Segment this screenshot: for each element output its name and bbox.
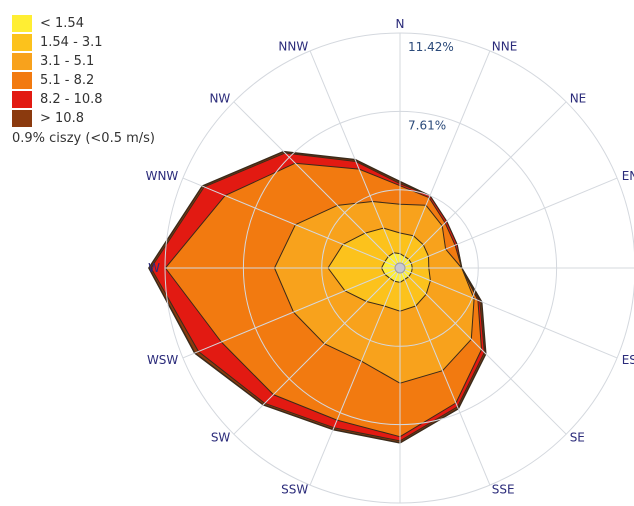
direction-label-ne: NE <box>570 91 587 105</box>
direction-label-w: W <box>148 261 160 275</box>
ring-labels: 7.61% 11.42% <box>408 40 454 132</box>
grid-spoke <box>399 177 618 269</box>
grid-spoke <box>182 177 401 269</box>
legend-swatch <box>12 34 32 51</box>
grid-spoke <box>233 101 401 269</box>
direction-label-ese: ESE <box>622 353 634 367</box>
direction-label-nne: NNE <box>492 39 518 53</box>
direction-label-ene: ENE <box>622 169 634 183</box>
legend-label: > 10.8 <box>40 111 84 126</box>
direction-label-nnw: NNW <box>278 39 308 53</box>
grid-spoke <box>399 101 567 269</box>
grid-spoke <box>309 267 401 486</box>
legend-swatch <box>12 72 32 89</box>
legend-swatch <box>12 15 32 32</box>
legend-swatch <box>12 91 32 108</box>
polar-grid <box>164 32 634 504</box>
grid-spoke <box>182 267 401 359</box>
direction-label-sw: SW <box>211 431 231 445</box>
calm-note: 0.9% ciszy (<0.5 m/s) <box>12 131 155 146</box>
direction-label-se: SE <box>570 431 585 445</box>
direction-label-wsw: WSW <box>147 353 178 367</box>
legend-item: 1.54 - 3.1 <box>12 33 155 52</box>
legend-label: 1.54 - 3.1 <box>40 35 103 50</box>
calm-circle <box>394 262 406 274</box>
wind-rose-petals <box>148 150 487 444</box>
direction-label-sse: SSE <box>492 483 515 497</box>
direction-label-ssw: SSW <box>281 483 308 497</box>
ring-label: 11.42% <box>408 40 454 54</box>
grid-spoke <box>233 267 401 435</box>
legend-swatch <box>12 53 32 70</box>
legend: < 1.54 1.54 - 3.1 3.1 - 5.1 5.1 - 8.2 8.… <box>12 14 155 148</box>
legend-item: 3.1 - 5.1 <box>12 52 155 71</box>
legend-label: < 1.54 <box>40 16 84 31</box>
legend-item: < 1.54 <box>12 14 155 33</box>
direction-label-n: N <box>396 17 405 31</box>
grid-spoke <box>399 267 618 359</box>
grid-spoke <box>309 50 401 269</box>
ring-label: 7.61% <box>408 118 446 132</box>
legend-label: 5.1 - 8.2 <box>40 73 95 88</box>
legend-swatch <box>12 110 32 127</box>
grid-spoke <box>399 267 567 435</box>
grid-spoke <box>399 267 491 486</box>
legend-item: 5.1 - 8.2 <box>12 71 155 90</box>
legend-label: 8.2 - 10.8 <box>40 92 103 107</box>
legend-item: 8.2 - 10.8 <box>12 90 155 109</box>
legend-item: > 10.8 <box>12 109 155 128</box>
direction-labels: NNNENEENEEESESESSESSSWSWWSWWWNWNWNNW <box>146 17 634 497</box>
grid-spoke <box>399 50 491 269</box>
legend-label: 3.1 - 5.1 <box>40 54 95 69</box>
direction-label-wnw: WNW <box>146 169 179 183</box>
direction-label-nw: NW <box>209 91 230 105</box>
